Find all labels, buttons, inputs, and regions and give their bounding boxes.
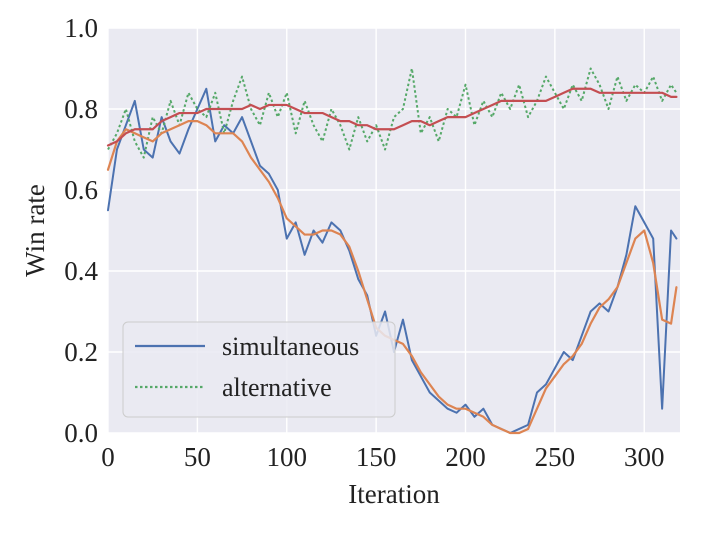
tick-labels: 0 50 100 150 200 250 300 0.0 0.2 0.4 0.6 0.8 1.0 — [64, 13, 664, 472]
y-tick-label-0: 0.0 — [64, 418, 98, 448]
legend: simultaneous alternative — [122, 321, 396, 418]
x-tick-label-6: 300 — [624, 442, 665, 472]
y-tick-label-5: 1.0 — [64, 13, 98, 43]
legend-label-alternative: alternative — [222, 373, 332, 402]
y-tick-label-1: 0.2 — [64, 337, 98, 367]
x-tick-label-1: 50 — [184, 442, 211, 472]
x-tick-label-4: 200 — [445, 442, 486, 472]
series-line-alternative — [107, 67, 678, 159]
x-tick-label-0: 0 — [101, 442, 115, 472]
x-tick-label-5: 250 — [535, 442, 576, 472]
y-tick-label-4: 0.8 — [64, 94, 98, 124]
y-tick-label-3: 0.6 — [64, 175, 98, 205]
legend-label-simultaneous: simultaneous — [222, 332, 359, 361]
series-line-alternative-smoothed — [106, 87, 678, 147]
x-tick-label-3: 150 — [356, 442, 397, 472]
y-axis-label: Win rate — [20, 184, 50, 277]
x-axis-label: Iteration — [348, 479, 440, 509]
y-tick-label-2: 0.4 — [64, 256, 98, 286]
x-tick-label-2: 100 — [267, 442, 308, 472]
